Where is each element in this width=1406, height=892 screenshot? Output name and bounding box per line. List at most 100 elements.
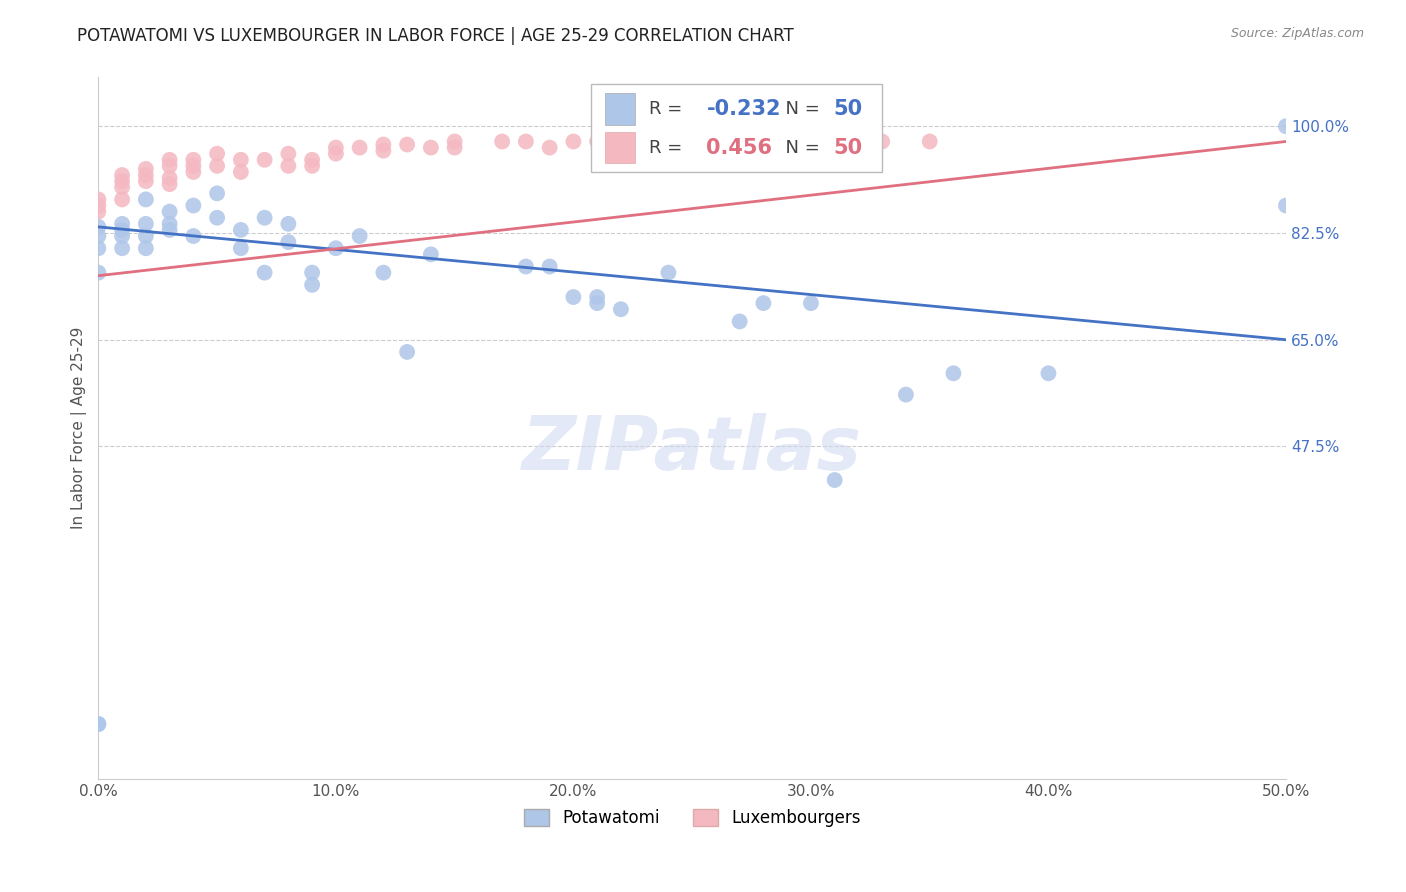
Point (752, 296, 775, 310)
Point (111, 180, 134, 194)
Point (87, 229, 110, 244)
Point (301, 153, 323, 167)
Point (373, 144, 395, 158)
Point (135, 168, 157, 182)
Point (610, 140, 633, 154)
Point (87, 266, 110, 280)
Point (159, 223, 181, 237)
FancyBboxPatch shape (591, 85, 882, 172)
Point (349, 140, 371, 154)
Point (111, 241, 134, 255)
Point (111, 223, 134, 237)
Point (419, 140, 441, 154)
Legend: Potawatomi, Luxembourgers: Potawatomi, Luxembourgers (517, 802, 868, 834)
Point (135, 229, 157, 244)
Point (159, 204, 181, 219)
Point (325, 146, 347, 161)
Point (396, 137, 419, 152)
Point (87, 717, 110, 731)
Point (918, 135, 941, 149)
Point (681, 135, 703, 149)
Point (205, 146, 228, 161)
Text: 0.456: 0.456 (706, 137, 772, 158)
Point (205, 211, 228, 225)
Point (1038, 366, 1060, 380)
Text: R =: R = (650, 138, 695, 157)
Point (253, 153, 276, 167)
Point (87, 241, 110, 255)
Point (800, 135, 823, 149)
FancyBboxPatch shape (606, 132, 636, 163)
Point (229, 241, 252, 255)
Point (111, 229, 134, 244)
Y-axis label: In Labor Force | Age 25-29: In Labor Force | Age 25-29 (72, 327, 87, 529)
Point (277, 159, 299, 173)
Point (111, 174, 134, 188)
Text: POTAWATOMI VS LUXEMBOURGER IN LABOR FORCE | AGE 25-29 CORRELATION CHART: POTAWATOMI VS LUXEMBOURGER IN LABOR FORC… (77, 27, 794, 45)
Point (562, 135, 585, 149)
Point (183, 165, 205, 179)
Point (159, 159, 181, 173)
Point (205, 186, 228, 201)
Point (894, 387, 917, 401)
Point (229, 223, 252, 237)
Point (657, 266, 679, 280)
Point (942, 366, 965, 380)
Point (728, 314, 751, 328)
Point (586, 296, 609, 310)
Point (183, 153, 205, 167)
Point (325, 241, 347, 255)
Point (1275, 120, 1298, 134)
Point (800, 296, 823, 310)
Point (87, 193, 110, 207)
Point (538, 140, 561, 154)
Point (111, 168, 134, 182)
Point (515, 260, 537, 274)
Text: Source: ZipAtlas.com: Source: ZipAtlas.com (1230, 27, 1364, 40)
Point (277, 217, 299, 231)
Point (824, 135, 846, 149)
Point (87, 219, 110, 234)
Point (183, 159, 205, 173)
Point (229, 153, 252, 167)
Point (562, 290, 585, 304)
Point (1275, 198, 1298, 212)
Text: N =: N = (775, 100, 825, 118)
Text: 50: 50 (834, 137, 863, 158)
Point (277, 146, 299, 161)
Point (205, 159, 228, 173)
Point (515, 135, 537, 149)
Point (373, 266, 395, 280)
Point (373, 137, 395, 152)
Point (870, 135, 893, 149)
Point (586, 135, 609, 149)
Point (159, 171, 181, 186)
Point (349, 229, 371, 244)
Point (159, 177, 181, 191)
Point (301, 266, 323, 280)
Point (728, 135, 751, 149)
Point (135, 193, 157, 207)
Point (135, 174, 157, 188)
Point (325, 140, 347, 154)
Text: 50: 50 (834, 99, 863, 119)
Point (538, 260, 561, 274)
Point (253, 266, 276, 280)
Point (824, 473, 846, 487)
Point (419, 247, 441, 261)
Point (586, 290, 609, 304)
Point (396, 345, 419, 359)
Point (183, 198, 205, 212)
Text: ZIPatlas: ZIPatlas (522, 413, 862, 486)
Point (111, 193, 134, 207)
Point (135, 217, 157, 231)
Point (87, 717, 110, 731)
Point (159, 153, 181, 167)
Point (443, 135, 465, 149)
Point (111, 217, 134, 231)
Text: -0.232: -0.232 (706, 99, 780, 119)
Point (443, 140, 465, 154)
Point (253, 211, 276, 225)
Point (610, 302, 633, 317)
Point (301, 277, 323, 292)
